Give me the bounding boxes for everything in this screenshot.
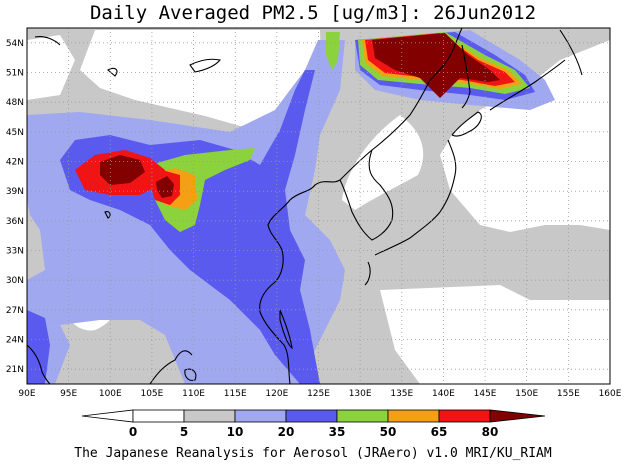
white-zone-northwest bbox=[27, 35, 75, 100]
lake-balkhash bbox=[34, 36, 61, 46]
latitude-labels: 21N 24N 27N 30N 33N 36N 39N 42N 45N 48N 51N 54N bbox=[6, 39, 24, 375]
map-frame bbox=[26, 27, 611, 385]
colorbar-segment bbox=[438, 409, 491, 423]
white-zone-japansea bbox=[342, 115, 424, 210]
lon-tick-label: 120E bbox=[265, 389, 288, 399]
grid-lines bbox=[27, 28, 610, 384]
lon-tick-label: 95E bbox=[60, 389, 77, 399]
blue-sw bbox=[27, 310, 50, 384]
lake-small-1 bbox=[107, 67, 118, 77]
colorbar-segment bbox=[387, 409, 440, 423]
darkred-ne bbox=[372, 33, 500, 98]
colorbar-level-label: 5 bbox=[180, 425, 188, 439]
lat-tick-label: 24N bbox=[6, 336, 24, 346]
darkred-region-west bbox=[100, 155, 145, 185]
coastline-bay-of-bengal bbox=[27, 344, 51, 384]
coastline-hainan bbox=[184, 368, 197, 381]
lake-small-2 bbox=[104, 211, 111, 219]
coastline-vietnam bbox=[149, 350, 193, 384]
colorbar-level-label: 20 bbox=[278, 425, 295, 439]
coastline-korea bbox=[339, 149, 394, 241]
lon-tick-label: 135E bbox=[390, 389, 413, 399]
map-title: Daily Averaged PM2.5 [ug/m3]: 26Jun2012 bbox=[89, 2, 537, 24]
colorbar-level-label: 80 bbox=[482, 425, 499, 439]
lat-tick-label: 30N bbox=[6, 276, 24, 286]
lat-tick-label: 48N bbox=[6, 98, 24, 108]
lat-tick-label: 45N bbox=[6, 128, 24, 138]
pm25-field bbox=[27, 28, 610, 384]
lat-tick-label: 51N bbox=[6, 69, 24, 79]
lon-tick-label: 110E bbox=[182, 389, 205, 399]
colorbar-level-label: 0 bbox=[129, 425, 137, 439]
lon-tick-label: 115E bbox=[224, 389, 247, 399]
lake-baikal bbox=[189, 58, 222, 73]
colorbar-over-arrow bbox=[489, 409, 546, 423]
white-zone-ne bbox=[440, 40, 610, 232]
colorbar-segment bbox=[234, 409, 287, 423]
green-north bbox=[326, 32, 340, 70]
colorbar-segment bbox=[132, 409, 185, 423]
lat-tick-label: 27N bbox=[6, 306, 24, 316]
lat-tick-label: 33N bbox=[6, 247, 24, 257]
lon-tick-label: 105E bbox=[140, 389, 163, 399]
colorbar-level-label: 10 bbox=[227, 425, 244, 439]
lon-tick-label: 100E bbox=[99, 389, 122, 399]
coastline-taiwan bbox=[279, 309, 293, 350]
lon-tick-label: 90E bbox=[18, 389, 35, 399]
white-zone-north bbox=[80, 30, 322, 128]
lat-tick-label: 21N bbox=[6, 365, 24, 375]
coastlines bbox=[27, 28, 583, 384]
lon-tick-label: 150E bbox=[515, 389, 538, 399]
coastline-kyushu bbox=[364, 261, 371, 286]
white-zone-se bbox=[380, 285, 610, 384]
coastline-sakhalin bbox=[461, 44, 471, 109]
kuril-islands bbox=[489, 59, 566, 111]
longitude-labels: 90E 95E 100E 105E 110E 115E 120E 125E 130E 135E 14… bbox=[18, 389, 621, 399]
colorbar-segment bbox=[285, 409, 338, 423]
lon-tick-label: 155E bbox=[557, 389, 580, 399]
credit-line: The Japanese Reanalysis for Aerosol (JRA… bbox=[74, 446, 552, 461]
lat-tick-label: 54N bbox=[6, 39, 24, 49]
lon-tick-label: 145E bbox=[474, 389, 497, 399]
coastline-japan-hokkaido bbox=[451, 111, 482, 137]
colorbar-level-label: 50 bbox=[380, 425, 397, 439]
colorbar-segment bbox=[336, 409, 389, 423]
colorbar-level-label: 65 bbox=[431, 425, 448, 439]
colorbar-segment bbox=[183, 409, 236, 423]
lon-tick-label: 130E bbox=[349, 389, 372, 399]
lon-tick-label: 125E bbox=[307, 389, 330, 399]
lon-tick-label: 140E bbox=[432, 389, 455, 399]
colorbar: 0 5 10 20 35 50 65 80 bbox=[81, 409, 546, 439]
lon-tick-label: 160E bbox=[599, 389, 622, 399]
lat-tick-label: 36N bbox=[6, 217, 24, 227]
coastline-asia-east bbox=[259, 28, 463, 384]
kamchatka bbox=[559, 29, 583, 76]
lat-tick-label: 42N bbox=[6, 158, 24, 168]
coastline-japan-honshu bbox=[374, 139, 457, 256]
colorbar-level-label: 35 bbox=[329, 425, 346, 439]
darkred-region-center bbox=[156, 176, 174, 198]
lat-tick-label: 39N bbox=[6, 187, 24, 197]
colorbar-under-arrow bbox=[81, 409, 134, 423]
